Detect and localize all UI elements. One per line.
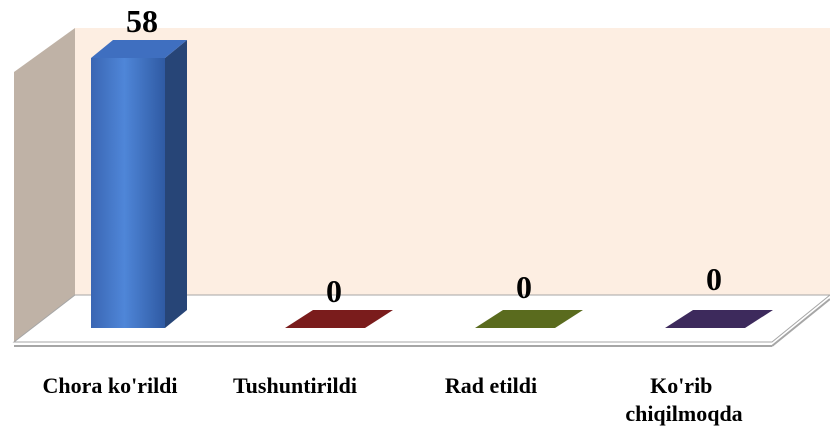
bar-side-0: [165, 40, 187, 328]
floor-right-edge: [771, 298, 830, 347]
bar-0: [91, 40, 187, 328]
value-labels-group: 58 0 0 0: [126, 3, 722, 309]
bar-flat-3: [665, 310, 773, 328]
bars-group: [91, 40, 773, 328]
data-label-0: 58: [126, 3, 158, 39]
tick-label-korib-line2: chiqilmoqda: [625, 401, 742, 426]
bar-3: [665, 310, 773, 328]
bar-flat-1: [285, 310, 393, 328]
data-label-3: 0: [706, 261, 722, 297]
data-label-2: 0: [516, 269, 532, 305]
bar-1: [285, 310, 393, 328]
bar-2: [475, 310, 583, 328]
tick-label-chora: Chora ko'rildi: [42, 373, 177, 398]
tick-label-korib-line1: Ko'rib: [650, 373, 712, 398]
bar-front-0: [91, 58, 165, 328]
chart-side-wall: [14, 28, 75, 342]
bar-top-0: [91, 40, 187, 58]
chart-back-wall: [75, 28, 830, 295]
data-label-1: 0: [326, 273, 342, 309]
bar-flat-2: [475, 310, 583, 328]
tick-label-korib: Ko'rib chiqilmoqda: [625, 373, 742, 426]
chart-floor: [12, 294, 830, 343]
tick-label-rad-etildi: Rad etildi: [445, 373, 537, 398]
tick-label-tushuntirildi: Tushuntirildi: [233, 373, 357, 398]
